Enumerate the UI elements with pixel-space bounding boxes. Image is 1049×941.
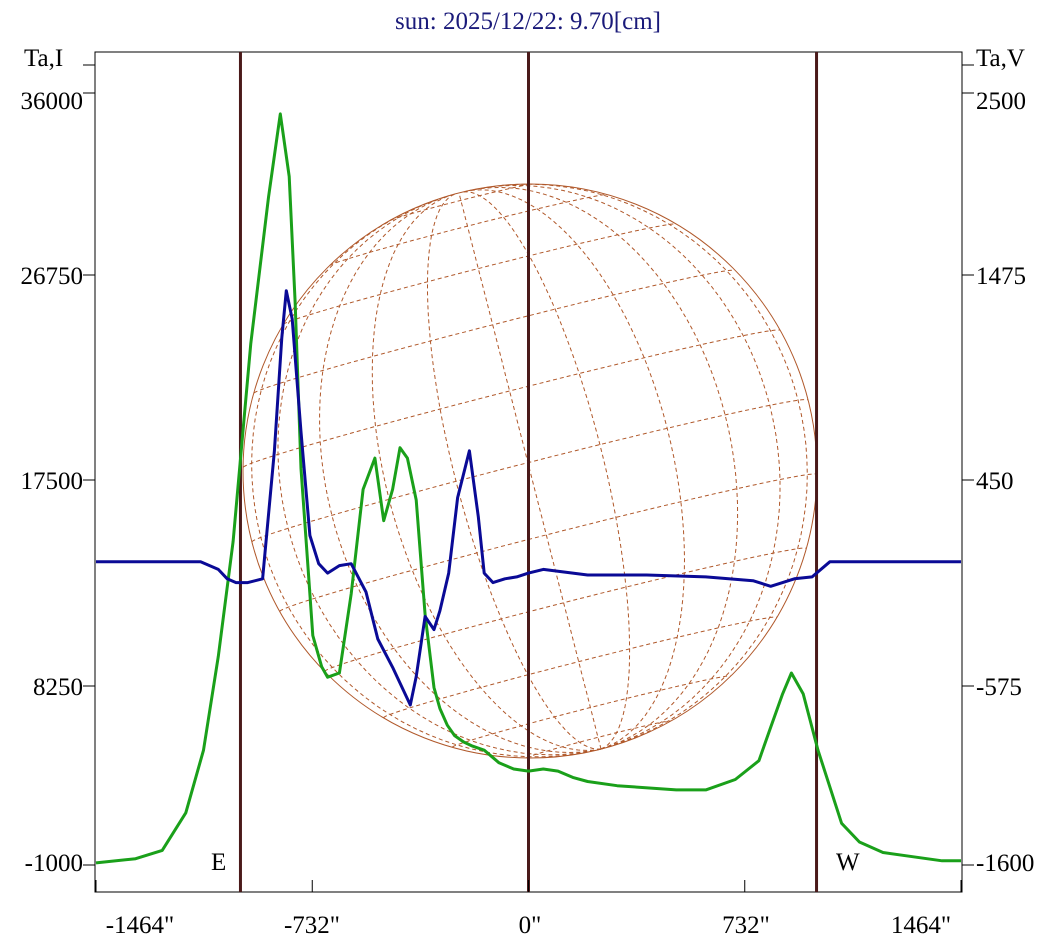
x-tick-label: 1464" xyxy=(891,912,951,939)
x-tick-label: -1464" xyxy=(106,912,175,939)
grid-line xyxy=(277,200,602,756)
limb-lines xyxy=(238,52,819,892)
left-tick-label: 17500 xyxy=(21,468,84,495)
grid-line xyxy=(484,185,781,750)
grid-line xyxy=(283,223,677,325)
right-axis-ticks: 2500 1475 450 -575 -1600 xyxy=(976,88,1034,877)
right-tick-label: -575 xyxy=(976,674,1022,701)
grid-line xyxy=(371,194,602,751)
right-tick-label: -1600 xyxy=(976,850,1034,877)
right-tick-label: 450 xyxy=(976,468,1014,495)
left-tick-label: 8250 xyxy=(33,674,83,701)
x-tick-label: 732" xyxy=(722,912,770,939)
left-tick-label: 36000 xyxy=(21,88,84,115)
right-tick-label: 2500 xyxy=(976,88,1026,115)
grid-line xyxy=(243,329,780,468)
tick-marks xyxy=(83,64,974,892)
west-marker: W xyxy=(836,849,860,876)
left-axis-label: Ta,I xyxy=(24,45,63,72)
polarization-curve xyxy=(96,289,961,707)
grid-line xyxy=(501,183,808,750)
x-axis-ticks: -1464" -732" 0" 732" 1464" xyxy=(106,912,951,939)
intensity-curve xyxy=(95,112,961,865)
grid-line xyxy=(469,186,739,750)
grid-line xyxy=(383,616,778,718)
left-tick-label: 26750 xyxy=(21,263,84,290)
grid-line xyxy=(390,183,533,221)
x-tick-label: -732" xyxy=(284,912,340,939)
left-tick-label: -1000 xyxy=(25,850,83,877)
left-axis-ticks: 36000 26750 17500 8250 -1000 xyxy=(21,88,84,877)
chart-title: sun: 2025/12/22: 9.70[cm] xyxy=(395,8,661,35)
grid-line xyxy=(319,195,602,754)
grid-line xyxy=(427,193,602,750)
grid-line xyxy=(462,191,631,750)
grid-line xyxy=(279,473,818,612)
grid-line xyxy=(466,189,686,750)
right-axis-label: Ta,V xyxy=(976,45,1025,72)
grid-line xyxy=(251,206,602,758)
right-tick-label: 1475 xyxy=(976,263,1026,290)
solar-coordinate-grid xyxy=(243,183,818,759)
x-tick-label: 0" xyxy=(519,912,542,939)
east-marker: E xyxy=(211,849,226,876)
